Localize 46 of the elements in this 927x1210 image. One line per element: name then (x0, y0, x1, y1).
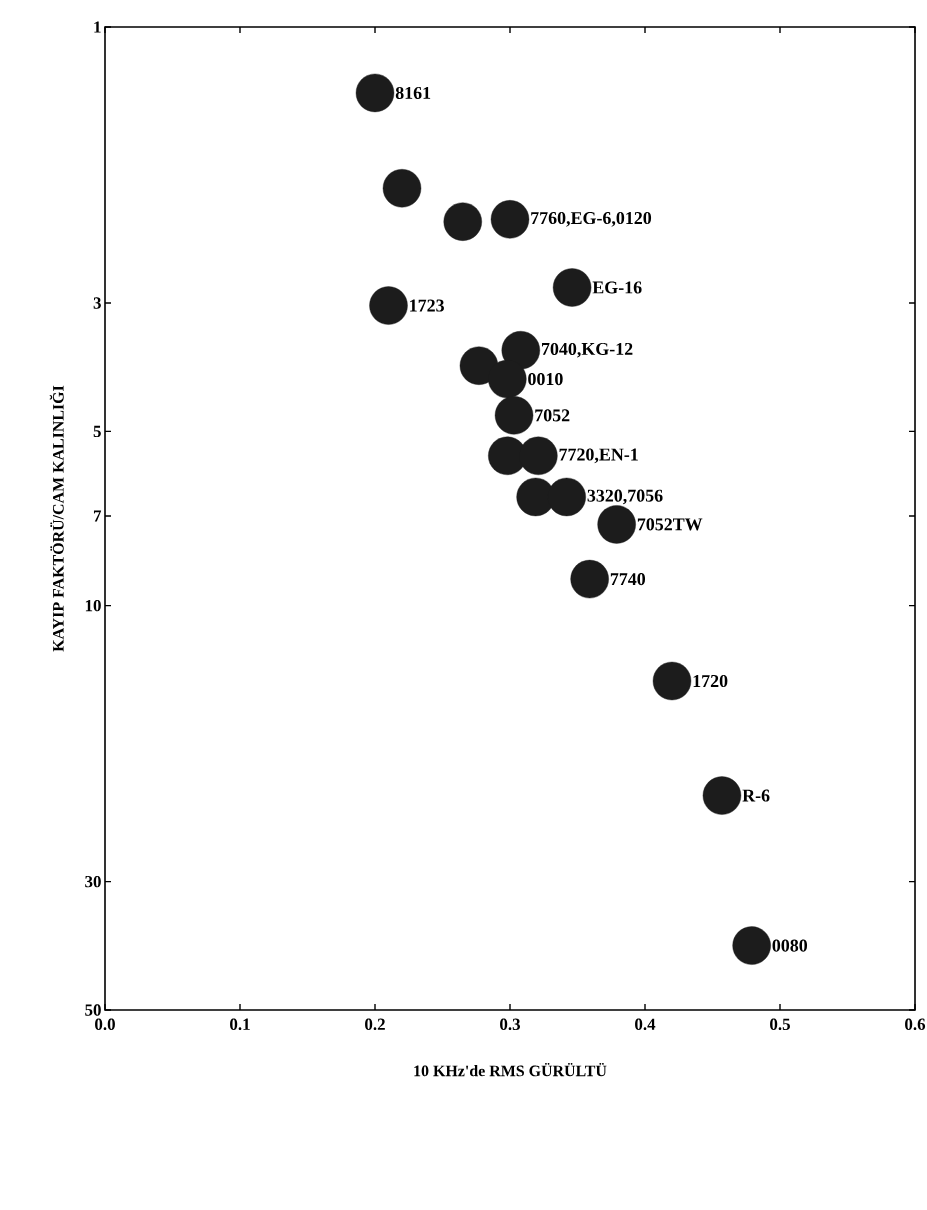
x-tick-label: 0.6 (905, 1018, 926, 1031)
x-tick-label: 0.3 (500, 1018, 521, 1031)
point (369, 286, 408, 325)
annotation: 0010 (528, 373, 563, 386)
x-tick-label: 0.5 (770, 1018, 790, 1031)
annotation: 7720,EN-1 (559, 448, 638, 464)
y-tick-label: 1 (94, 21, 101, 33)
y-tick-label: 10 (85, 599, 101, 612)
point (494, 396, 534, 435)
y-tick-label: 30 (85, 875, 101, 888)
point (355, 73, 395, 113)
y-tick-label: 3 (93, 297, 101, 309)
y-tick-label: 7 (93, 510, 102, 522)
point (459, 346, 499, 385)
y-tick-label: 5 (93, 425, 101, 438)
y-axis-title: KAYIP FAKTÖRÜ/CAM KALINLIĞI (49, 385, 64, 652)
point (570, 559, 609, 599)
point (501, 331, 540, 370)
y-tick-label: 50 (85, 1004, 101, 1016)
annotation: 1723 (410, 299, 444, 312)
point (519, 436, 558, 476)
point (597, 505, 636, 544)
point (443, 202, 482, 241)
point (488, 359, 527, 399)
annotation: 8161 (395, 86, 431, 99)
x-tick-label: 0.1 (230, 1018, 250, 1031)
point (652, 661, 692, 701)
x-tick-label: 0.2 (365, 1018, 385, 1031)
annotation: 7740 (610, 573, 646, 586)
x-tick-label: 0.0 (95, 1018, 115, 1031)
annotation: 7052 (535, 409, 570, 422)
point (732, 926, 771, 965)
annotation: 7040,KG-12 (542, 342, 633, 358)
annotation: 3320,7056 (587, 489, 663, 505)
annotation: 0080 (772, 939, 808, 952)
annotation: 1720 (693, 674, 728, 688)
annotation: 7052TW (637, 518, 703, 531)
x-axis-title: 10 KHz'de RMS GÜRÜLTÜ (414, 1062, 607, 1077)
point (552, 268, 592, 307)
point (702, 776, 742, 815)
annotation: R-6 (742, 789, 770, 802)
annotation: EG-16 (592, 281, 642, 294)
annotation: 7760,EG-6,0120 (531, 211, 652, 227)
x-tick-label: 0.4 (635, 1018, 656, 1031)
point (490, 200, 530, 239)
point (382, 169, 422, 208)
